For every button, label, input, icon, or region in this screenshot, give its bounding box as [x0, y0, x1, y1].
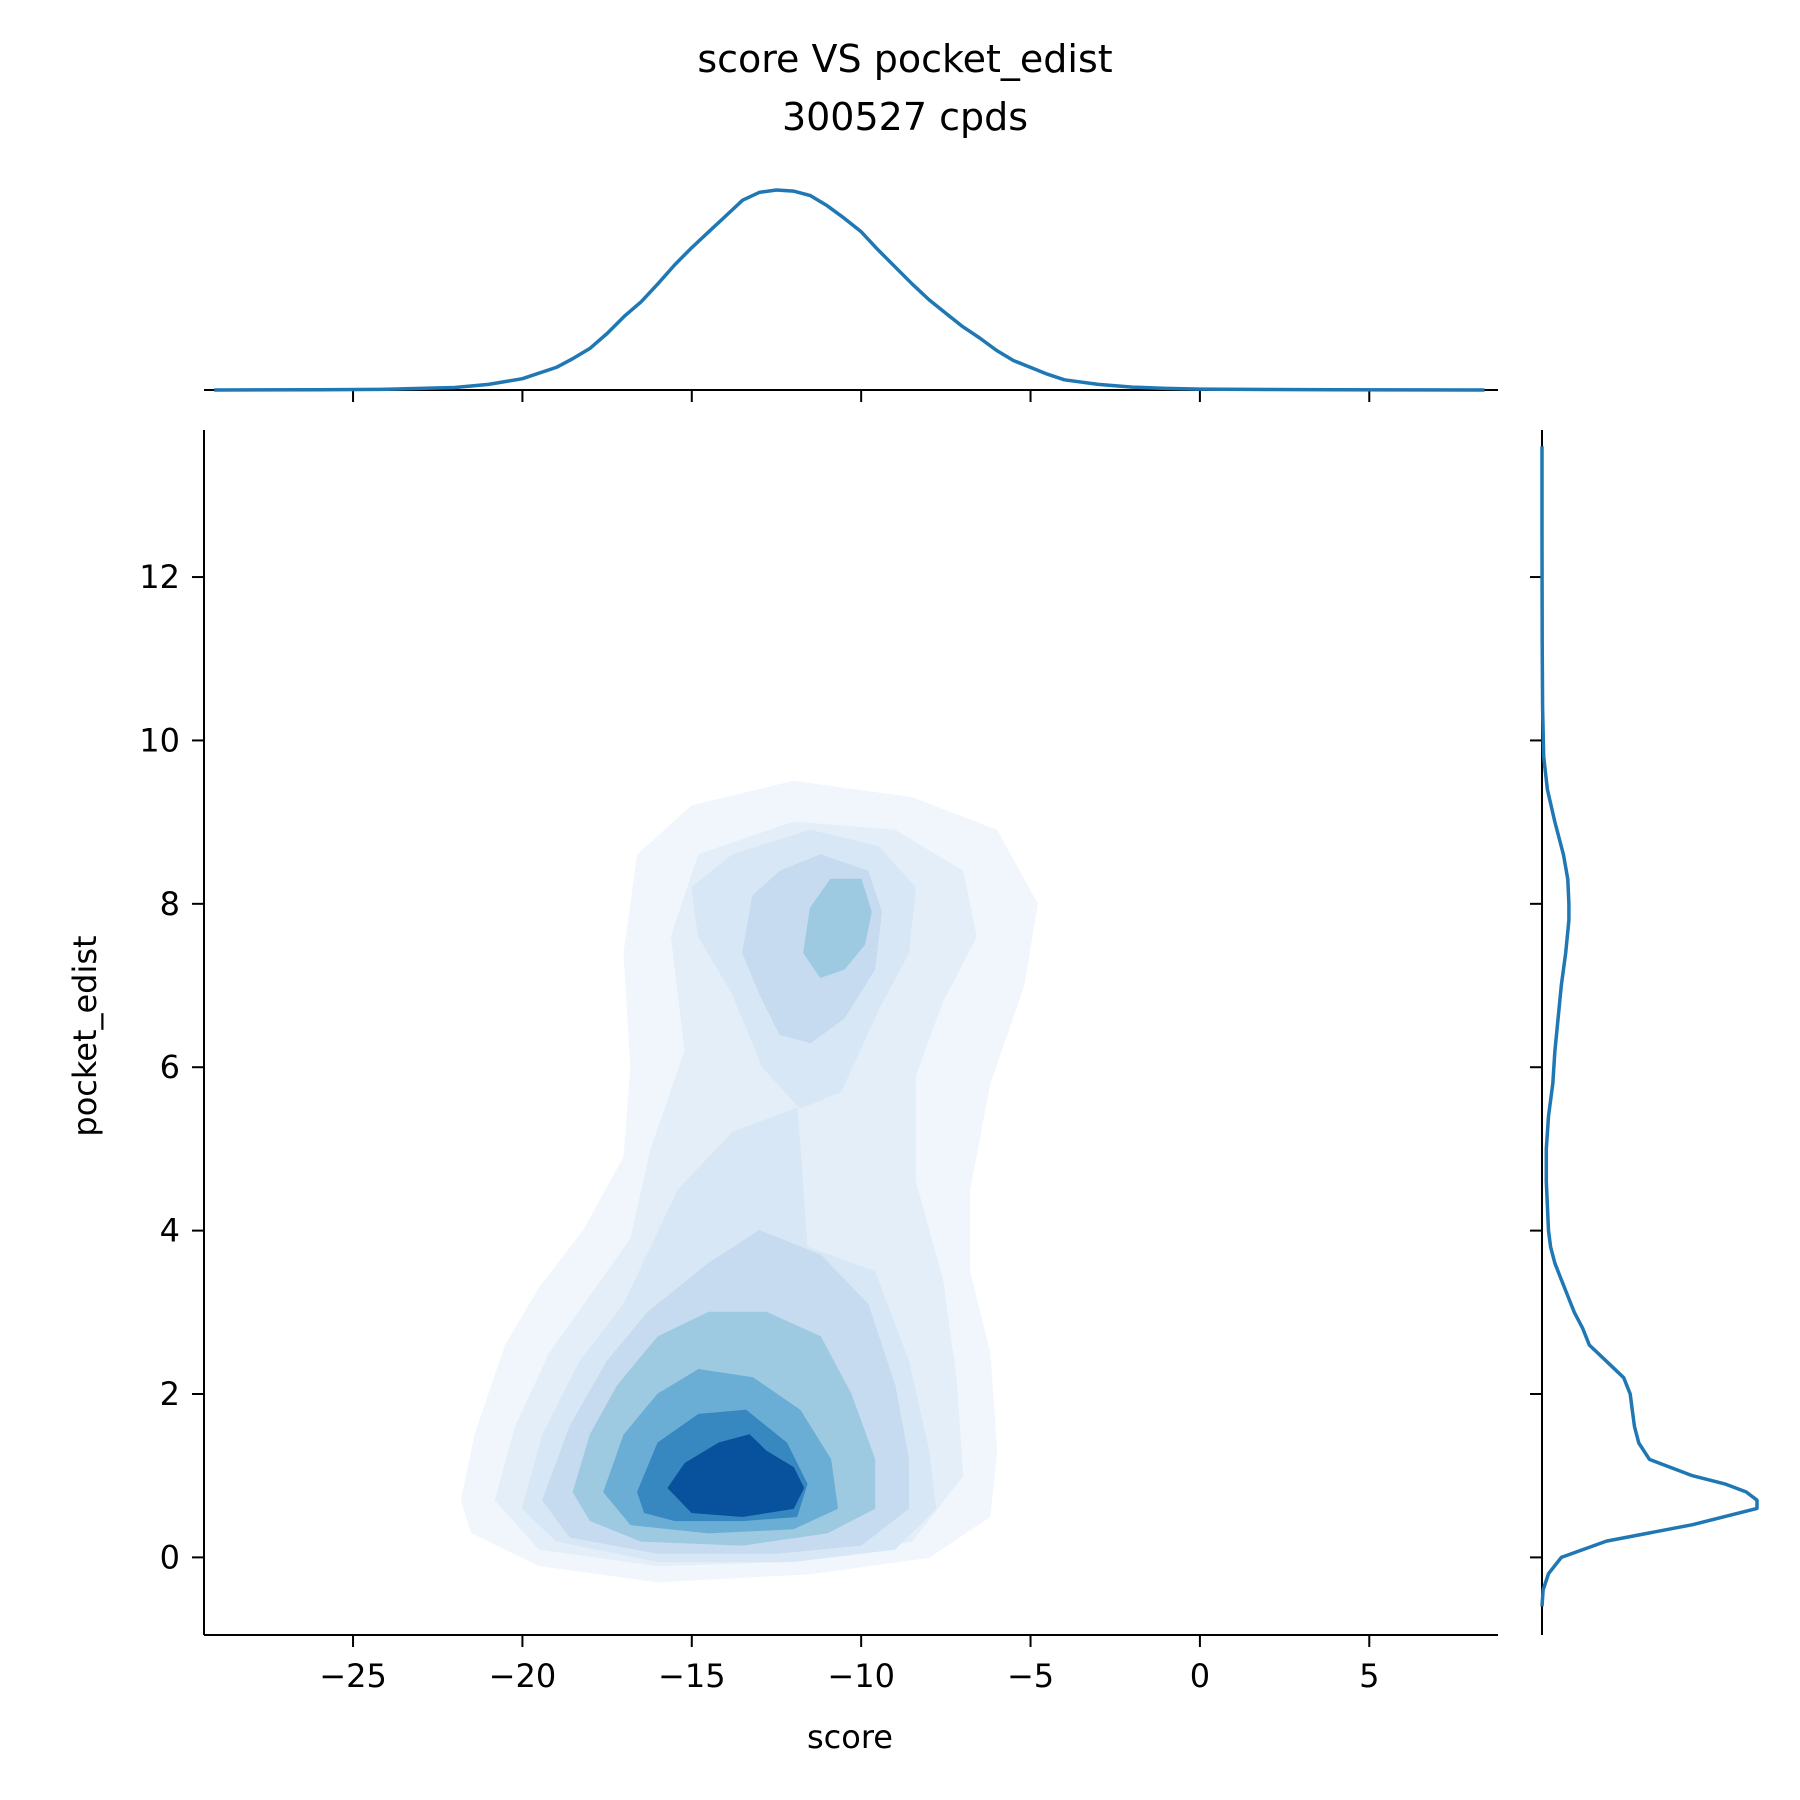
x-tick-label: −5 [1007, 1657, 1054, 1695]
top-marginal-kde-line [214, 188, 1485, 392]
y-tick-label: 12 [139, 558, 180, 596]
y-axis-title: pocket_edist [66, 935, 104, 1136]
x-tick-label: −25 [319, 1657, 387, 1695]
y-tick-label: 2 [160, 1375, 180, 1413]
y-tick-label: 8 [160, 885, 180, 923]
x-tick-label: 5 [1359, 1657, 1379, 1695]
top-marginal-panel [204, 188, 1498, 402]
kde-contour-level-5-6 [803, 878, 872, 978]
x-axis-title: score [807, 1718, 893, 1756]
y-tick-label: 10 [139, 721, 180, 759]
right-marginal-panel [1530, 430, 1759, 1635]
joint-kde-panel: −25 −20 −15 −10 −5 0 5 0 2 4 6 8 10 12 [139, 430, 1498, 1695]
y-tick-label: 0 [160, 1538, 180, 1576]
chart-subtitle: 300527 cpds [782, 95, 1028, 139]
right-marginal-kde-line [1540, 446, 1759, 1607]
kde-contours [460, 780, 1038, 1583]
x-tick-label: −15 [658, 1657, 726, 1695]
kde-contour-level-8-10 [667, 1434, 805, 1518]
x-tick-label: 0 [1190, 1657, 1210, 1695]
y-tick-label: 4 [160, 1212, 180, 1250]
y-tick-label: 6 [160, 1048, 180, 1086]
x-tick-label: −10 [827, 1657, 895, 1695]
x-tick-label: −20 [489, 1657, 557, 1695]
chart-title: score VS pocket_edist [697, 37, 1112, 81]
